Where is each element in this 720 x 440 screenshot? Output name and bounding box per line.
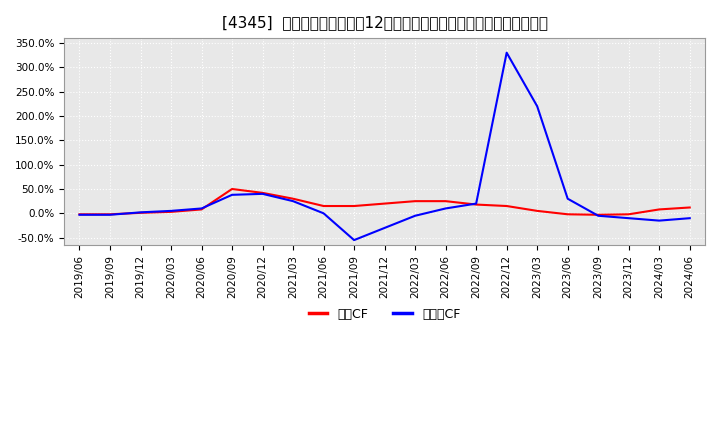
Line: 営業CF: 営業CF [79,189,690,215]
フリーCF [533,103,541,109]
営業CF [106,212,114,217]
フリーCF [106,212,114,217]
営業CF [289,196,297,202]
営業CF [319,203,328,209]
営業CF [75,212,84,217]
フリーCF [75,212,84,217]
フリーCF [472,201,480,206]
フリーCF [167,208,176,213]
フリーCF [441,206,450,211]
フリーCF [319,211,328,216]
Legend: 営業CF, フリーCF: 営業CF, フリーCF [304,303,466,326]
フリーCF [380,225,389,231]
フリーCF [503,50,511,55]
Title: [4345]  キャッシュフローの12か月移動合計の対前年同期増減率の推移: [4345] キャッシュフローの12か月移動合計の対前年同期増減率の推移 [222,15,548,30]
営業CF [685,205,694,210]
営業CF [472,202,480,207]
営業CF [258,190,267,195]
フリーCF [685,216,694,221]
営業CF [533,208,541,213]
営業CF [503,203,511,209]
フリーCF [197,206,206,211]
フリーCF [289,198,297,204]
フリーCF [563,196,572,202]
営業CF [411,198,420,204]
フリーCF [594,213,603,218]
フリーCF [655,218,664,223]
営業CF [655,207,664,212]
フリーCF [350,238,359,243]
Line: フリーCF: フリーCF [79,53,690,240]
営業CF [167,209,176,214]
フリーCF [411,213,420,218]
フリーCF [624,216,633,221]
営業CF [594,212,603,217]
フリーCF [258,191,267,197]
営業CF [228,187,236,192]
営業CF [350,203,359,209]
営業CF [380,201,389,206]
フリーCF [136,210,145,215]
営業CF [441,198,450,204]
営業CF [136,210,145,216]
営業CF [624,212,633,217]
営業CF [197,207,206,212]
営業CF [563,212,572,217]
フリーCF [228,192,236,198]
